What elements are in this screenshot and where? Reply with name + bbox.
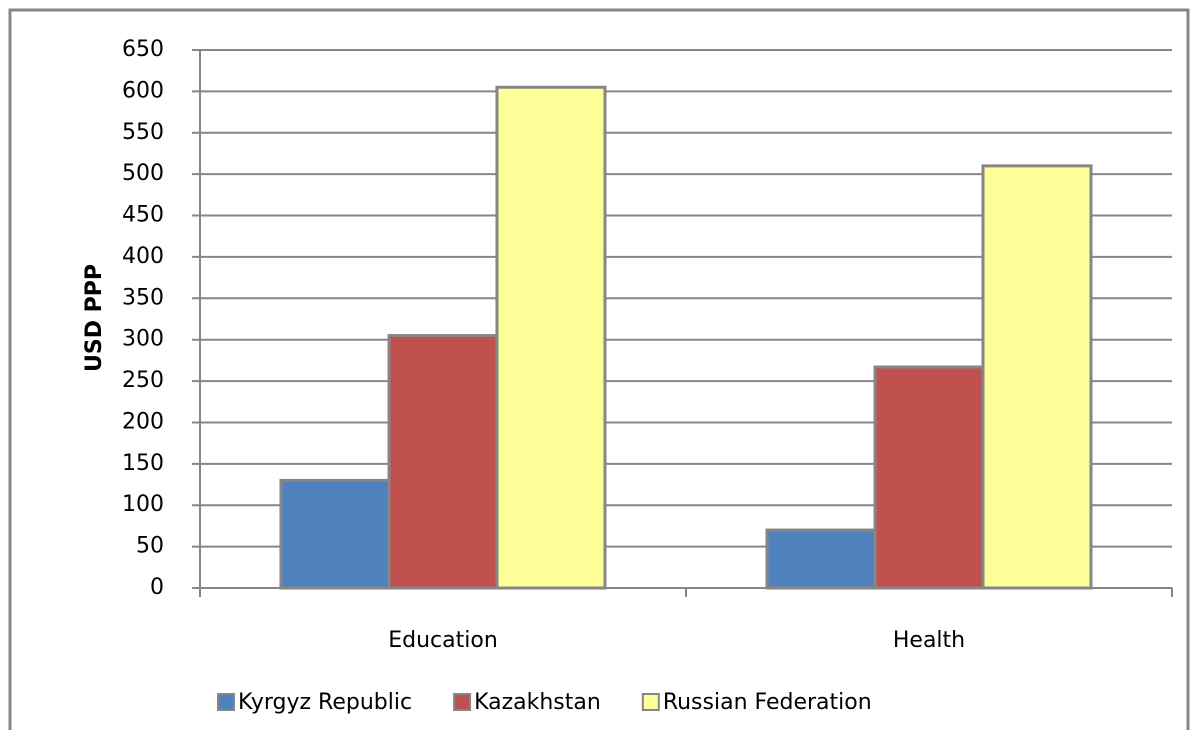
y-tick-label: 200 <box>122 409 164 434</box>
legend-label: Kyrgyz Republic <box>238 690 412 715</box>
y-tick-label: 100 <box>122 492 164 517</box>
legend-swatch <box>217 693 235 711</box>
legend-swatch <box>641 693 660 711</box>
y-tick-label: 300 <box>122 327 164 352</box>
y-tick-label: 400 <box>122 244 164 269</box>
y-tick-label: 50 <box>136 534 164 559</box>
bar <box>495 85 607 590</box>
bar <box>981 164 1093 590</box>
y-tick-label: 600 <box>122 78 164 103</box>
y-tick-label: 250 <box>122 368 164 393</box>
bar <box>873 365 985 590</box>
legend-swatch <box>453 693 472 711</box>
y-tick-label: 0 <box>150 575 164 600</box>
y-tick-label: 550 <box>122 120 164 145</box>
chart-frame <box>8 8 1190 730</box>
bar <box>387 334 499 590</box>
bar <box>279 478 391 590</box>
legend-label: Kazakhstan <box>474 690 601 715</box>
x-tick-label: Education <box>388 628 498 653</box>
x-tick-label: Health <box>893 628 965 653</box>
y-tick-label: 500 <box>122 161 164 186</box>
legend-label: Russian Federation <box>663 690 872 715</box>
y-tick-label: 650 <box>122 37 164 62</box>
bar <box>765 528 877 590</box>
y-tick-label: 150 <box>122 451 164 476</box>
y-tick-label: 450 <box>122 203 164 228</box>
y-axis-label: USD PPP <box>82 264 107 372</box>
legend: Kyrgyz Republic Kazakhstan Russian Federat… <box>217 690 872 715</box>
y-tick-label: 350 <box>122 285 164 310</box>
